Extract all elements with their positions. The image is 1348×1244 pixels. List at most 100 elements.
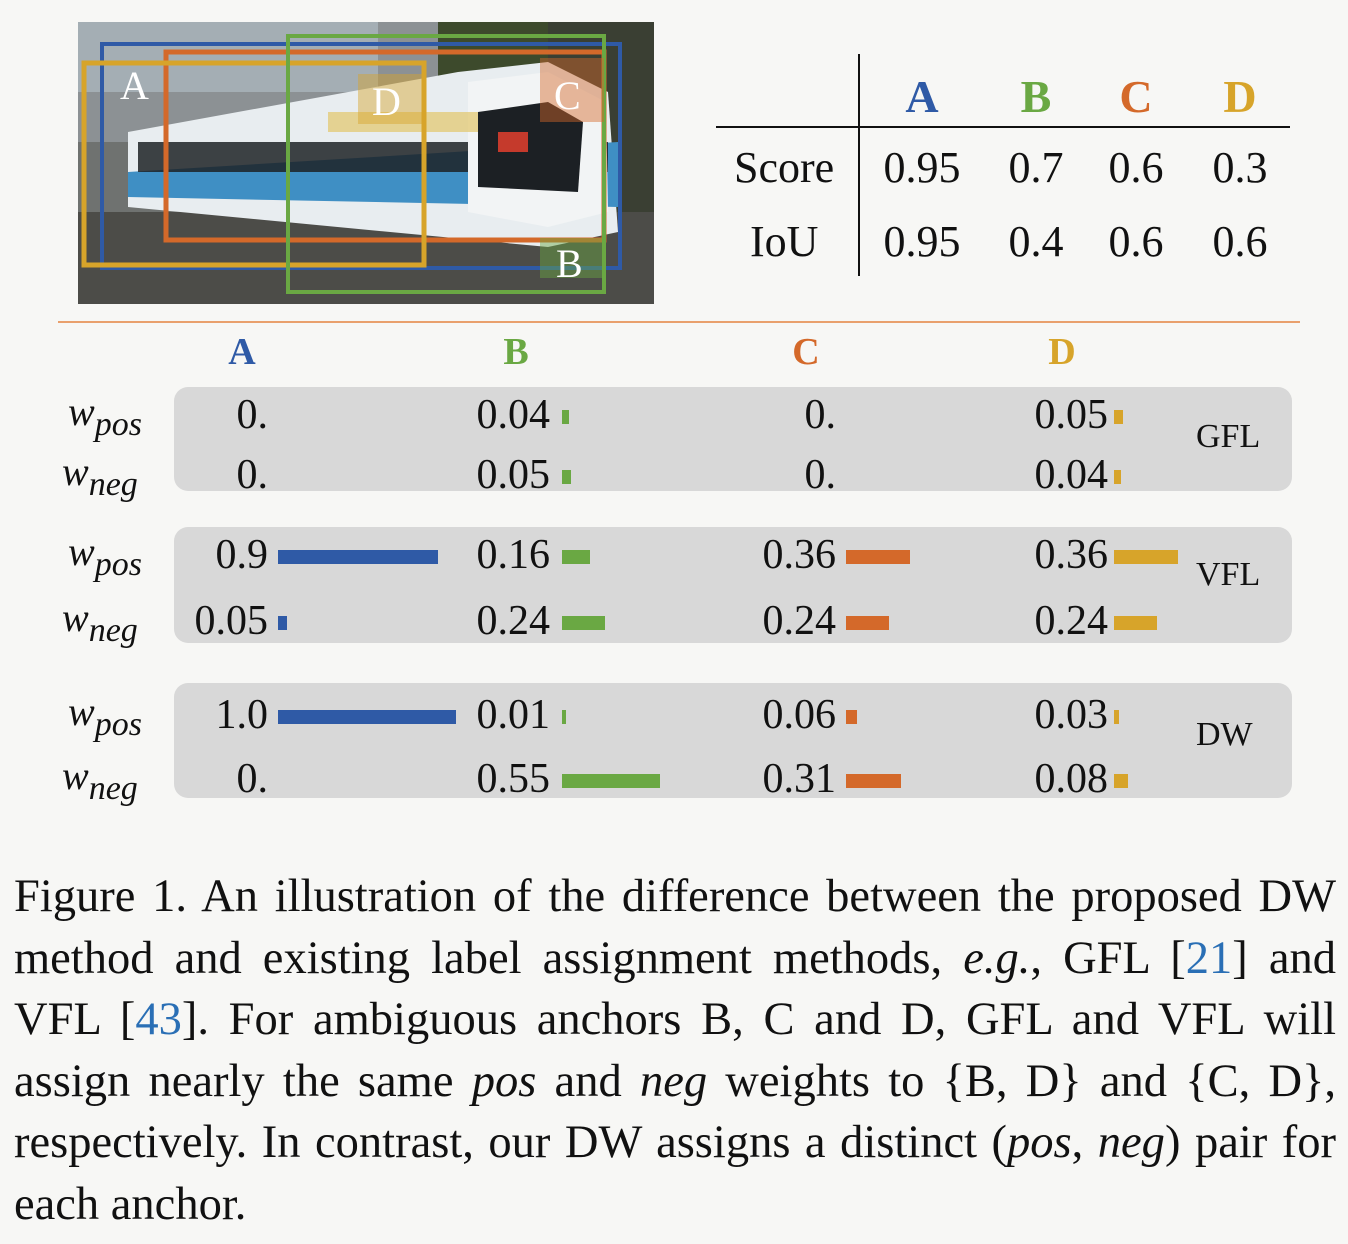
w-symbol: w: [68, 689, 95, 734]
weight-value-neg-d-gfl: 0.04: [1034, 452, 1109, 498]
caption-neg: neg: [639, 1055, 708, 1107]
anchor-boxes: [81, 34, 622, 294]
weight-bar-pos-b-vfl: [562, 550, 590, 564]
caption-pos-2: pos: [1007, 1117, 1072, 1168]
weight-value-pos-a-vfl: 0.9: [215, 532, 269, 578]
w-symbol: w: [68, 389, 95, 434]
weight-bar-neg-b-vfl: [562, 616, 605, 630]
table-col-header-c: C: [1119, 71, 1153, 122]
box-label-b: B: [556, 241, 583, 286]
w-pos-label-gfl: wpos: [68, 392, 142, 442]
weight-value-neg-b-dw: 0.55: [476, 756, 551, 802]
caption-text-2: , GFL [: [1030, 932, 1186, 984]
caption-text-4: ]. For ambiguous anchors B, C and D, GFL…: [14, 994, 1336, 1107]
weight-value-pos-b-dw: 0.01: [476, 692, 551, 738]
anchor-box-d: [81, 60, 427, 268]
weight-bar-pos-b-dw: [562, 710, 566, 724]
table-cell: 0.95: [883, 143, 961, 192]
table-cell: 0.6: [1108, 217, 1164, 266]
table-row-label-iou: IoU: [750, 217, 819, 266]
weight-bar-pos-d-dw: [1114, 710, 1119, 724]
method-label-vfl: VFL: [1196, 556, 1261, 593]
table-cell: 0.3: [1212, 143, 1268, 192]
table-col-header-a: A: [905, 71, 939, 122]
figure-caption: Figure 1. An illustration of the differe…: [14, 866, 1336, 1235]
table-row-label-score: Score: [734, 143, 835, 192]
weight-bar-pos-c-vfl: [846, 550, 910, 564]
weight-value-neg-a-dw: 0.: [236, 756, 269, 802]
weight-value-neg-b-vfl: 0.24: [476, 598, 551, 644]
weight-value-pos-a-gfl: 0.: [236, 392, 269, 438]
citation-link-43[interactable]: 43: [135, 994, 182, 1045]
caption-neg-2: neg: [1097, 1117, 1165, 1168]
weight-bar-pos-d-vfl: [1114, 550, 1178, 564]
weight-value-pos-d-dw: 0.03: [1034, 692, 1109, 738]
table-cell: 0.4: [1008, 217, 1064, 266]
w-subscript-neg: neg: [88, 612, 138, 649]
table-cell: 0.7: [1008, 143, 1064, 192]
panel-vfl: [174, 527, 1292, 643]
weight-value-pos-c-vfl: 0.36: [762, 532, 837, 578]
table-horizontal-rule: [716, 126, 1290, 128]
method-label-dw: DW: [1196, 716, 1253, 753]
weight-value-neg-d-dw: 0.08: [1034, 756, 1109, 802]
w-subscript-neg: neg: [88, 770, 138, 807]
table-cell: 0.6: [1212, 217, 1268, 266]
panel-dw: [174, 683, 1292, 798]
box-label-c: C: [554, 73, 581, 118]
w-subscript-pos: pos: [94, 546, 142, 583]
citation-link-21[interactable]: 21: [1185, 932, 1233, 984]
w-symbol: w: [62, 595, 89, 640]
weight-value-neg-a-gfl: 0.: [236, 452, 269, 498]
weight-value-pos-d-gfl: 0.05: [1034, 392, 1109, 438]
table-cell: 0.6: [1108, 143, 1164, 192]
caption-text-1: Figure 1. An illustration of the differe…: [14, 871, 1336, 984]
weight-value-neg-c-dw: 0.31: [762, 756, 837, 802]
weight-value-neg-a-vfl: 0.05: [194, 598, 269, 644]
weight-value-neg-c-gfl: 0.: [804, 452, 837, 498]
method-label-gfl: GFL: [1196, 418, 1261, 455]
w-subscript-pos: pos: [94, 706, 142, 743]
weight-value-pos-c-dw: 0.06: [762, 692, 837, 738]
w-symbol: w: [68, 529, 95, 574]
anchor-box-b: [286, 34, 606, 294]
w-neg-label-gfl: wneg: [62, 452, 138, 502]
table-col-header-b: B: [1020, 71, 1052, 122]
w-neg-label-dw: wneg: [62, 756, 138, 806]
weight-value-pos-b-gfl: 0.04: [476, 392, 551, 438]
weight-value-pos-b-vfl: 0.16: [476, 532, 551, 578]
w-subscript-neg: neg: [88, 466, 138, 503]
weights-col-header-d: D: [1048, 331, 1076, 373]
w-pos-label-vfl: wpos: [68, 532, 142, 582]
panel-gfl: [174, 387, 1292, 491]
w-symbol: w: [62, 449, 89, 494]
box-label-a: A: [120, 63, 149, 108]
weight-bar-neg-d-dw: [1114, 774, 1128, 788]
weight-value-neg-b-gfl: 0.05: [476, 452, 551, 498]
weight-bar-pos-b-gfl: [562, 410, 569, 424]
weight-bar-pos-d-gfl: [1114, 410, 1123, 424]
weight-bar-pos-a-dw: [278, 710, 456, 724]
weight-value-pos-a-dw: 1.0: [215, 692, 269, 738]
weight-bar-neg-a-vfl: [278, 616, 287, 630]
w-symbol: w: [62, 753, 89, 798]
weights-col-header-b: B: [503, 331, 529, 373]
w-neg-label-vfl: wneg: [62, 598, 138, 648]
w-pos-label-dw: wpos: [68, 692, 142, 742]
caption-eg: e.g.: [963, 932, 1031, 984]
weight-value-pos-d-vfl: 0.36: [1034, 532, 1109, 578]
section-divider: [58, 321, 1300, 323]
caption-text-5: and: [536, 1055, 640, 1107]
weight-bar-pos-c-dw: [846, 710, 857, 724]
caption-pos: pos: [471, 1055, 537, 1107]
caption-text-3: ] and VFL [: [14, 932, 1336, 1046]
weight-value-pos-c-gfl: 0.: [804, 392, 837, 438]
weight-bar-neg-b-gfl: [562, 470, 571, 484]
w-subscript-pos: pos: [94, 406, 142, 443]
weight-bar-pos-a-vfl: [278, 550, 438, 564]
caption-text-8: ) pair for each anchor.: [14, 1117, 1336, 1230]
weight-value-neg-d-vfl: 0.24: [1034, 598, 1109, 644]
weights-col-header-c: C: [792, 331, 820, 373]
weight-value-neg-c-vfl: 0.24: [762, 598, 837, 644]
table-vertical-rule: [858, 54, 860, 276]
